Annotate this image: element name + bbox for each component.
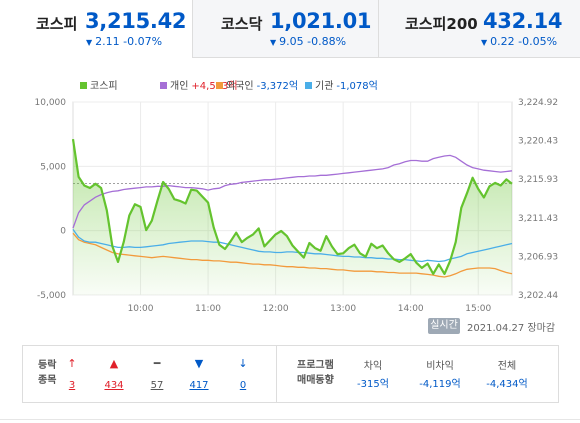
foreign-line bbox=[72, 232, 513, 278]
program-item-label: 비차익 bbox=[426, 361, 454, 372]
x-tick-label: 10:00 bbox=[128, 304, 154, 314]
tab-kospi200-value: 432.14 bbox=[483, 9, 563, 33]
right-tick-label: 3,211.43 bbox=[518, 214, 558, 224]
legend-swatch bbox=[80, 82, 87, 89]
program-item: 차익 -315억 bbox=[338, 360, 408, 392]
left-tick-label: -5,000 bbox=[37, 291, 66, 301]
right-tick-label: 3,202.44 bbox=[518, 291, 558, 301]
breadth-count[interactable]: 417 bbox=[189, 380, 209, 391]
chart-ticks: 10,000 5,000 0 -5,000 3,224.92 3,220.43 3,215.… bbox=[35, 98, 559, 314]
live-badge[interactable]: 실시간 bbox=[428, 318, 460, 334]
market-close-date: 2021.04.27 장마감 bbox=[467, 323, 556, 334]
tab-kospi200-change: ▼ 0.22 -0.05% bbox=[481, 35, 558, 48]
up-icon: ▲ bbox=[109, 357, 119, 370]
kospi-line bbox=[71, 138, 513, 275]
legend-value: +4,533억 bbox=[191, 80, 237, 92]
program-item-value: -315억 bbox=[357, 379, 389, 390]
tab-kospi-value: 3,215.42 bbox=[85, 9, 187, 33]
down-limit-icon: ↓ bbox=[238, 357, 248, 370]
legend-value: -3,372억 bbox=[257, 80, 298, 92]
x-tick-label: 13:00 bbox=[330, 304, 356, 314]
tab-kosdaq[interactable]: 코스닥 1,021.01 ▼ 9.05 -0.88% bbox=[192, 0, 378, 58]
program-item-value: -4,434억 bbox=[486, 379, 528, 390]
breadth-item[interactable]: ▲ 434 bbox=[99, 356, 129, 394]
right-tick-label: 3,224.92 bbox=[518, 98, 558, 108]
x-tick-label: 11:00 bbox=[195, 304, 221, 314]
right-tick-label: 3,215.93 bbox=[518, 175, 558, 185]
program-label: 프로그램 매매동향 bbox=[297, 360, 334, 386]
tab-kospi-change: ▼ 2.11 -0.07% bbox=[86, 35, 163, 48]
program-item-label: 차익 bbox=[363, 361, 383, 372]
x-tick-label: 12:00 bbox=[263, 304, 289, 314]
right-tick-label: 3,220.43 bbox=[518, 137, 558, 147]
up-limit-icon: ↑ bbox=[67, 357, 77, 370]
breadth-label: 등락 종목 bbox=[38, 360, 57, 386]
left-tick-label: 0 bbox=[60, 227, 66, 237]
tab-kospi[interactable]: 코스피 3,215.42 ▼ 2.11 -0.07% bbox=[0, 0, 192, 58]
breadth-count[interactable]: 0 bbox=[239, 380, 247, 391]
kospi-area bbox=[73, 139, 512, 295]
breadth-item[interactable]: ▼ 417 bbox=[184, 356, 214, 394]
index-tabs: 코스피 3,215.42 ▼ 2.11 -0.07% 코스닥 1,021.01 ▼… bbox=[0, 0, 580, 58]
legend-name: 기관 -1,078억 bbox=[315, 80, 378, 92]
breadth-item[interactable]: ↓ 0 bbox=[228, 356, 258, 394]
unchanged-icon: ━ bbox=[153, 357, 161, 370]
legend-swatch bbox=[305, 82, 312, 89]
legend-item: 코스피 bbox=[80, 80, 118, 92]
down-arrow-icon: ▼ bbox=[86, 38, 93, 47]
program-item: 비차익 -4,119억 bbox=[405, 360, 475, 392]
breadth-item[interactable]: ━ 57 bbox=[142, 356, 172, 394]
down-arrow-icon: ▼ bbox=[481, 38, 488, 47]
breadth-count[interactable]: 434 bbox=[104, 380, 124, 391]
legend-value: -1,078억 bbox=[336, 80, 377, 92]
program-item: 전체 -4,434억 bbox=[472, 360, 542, 392]
x-tick-label: 14:00 bbox=[398, 304, 424, 314]
tab-kospi200[interactable]: 코스피200 432.14 ▼ 0.22 -0.05% bbox=[378, 0, 580, 58]
breadth-panel: 등락 종목 ↑ 3 ▲ 434 ━ 57 ▼ 417 ↓ 0 bbox=[23, 346, 277, 402]
market-summary-panel: 등락 종목 ↑ 3 ▲ 434 ━ 57 ▼ 417 ↓ 0 프로그램 매매동향 차익 -315억 비… bbox=[22, 345, 559, 403]
tab-kosdaq-name: 코스닥 bbox=[221, 15, 263, 33]
institution-line bbox=[72, 229, 513, 263]
breadth-item[interactable]: ↑ 3 bbox=[57, 356, 87, 394]
kospi-area-fill bbox=[73, 139, 512, 295]
left-tick-label: 10,000 bbox=[35, 98, 67, 108]
legend-swatch bbox=[160, 82, 167, 89]
down-icon: ▼ bbox=[194, 357, 204, 370]
program-item-label: 전체 bbox=[497, 361, 517, 372]
tab-kosdaq-value: 1,021.01 bbox=[270, 9, 372, 33]
tab-kospi200-name: 코스피200 bbox=[405, 15, 478, 33]
breadth-count[interactable]: 57 bbox=[150, 380, 164, 391]
program-item-value: -4,119억 bbox=[419, 379, 461, 390]
legend-item: 외국인 -3,372억 bbox=[216, 80, 298, 92]
legend-swatch bbox=[216, 82, 223, 89]
down-arrow-icon: ▼ bbox=[270, 38, 277, 47]
legend-item: 기관 -1,078억 bbox=[305, 80, 378, 92]
tab-kospi-name: 코스피 bbox=[36, 15, 78, 33]
left-tick-label: 5,000 bbox=[40, 162, 66, 172]
divider bbox=[0, 419, 580, 420]
x-tick-label: 15:00 bbox=[465, 304, 491, 314]
breadth-count[interactable]: 3 bbox=[68, 380, 76, 391]
chart-lines bbox=[71, 138, 513, 278]
program-trading-panel: 프로그램 매매동향 차익 -315억 비차익 -4,119억 전체 -4,434억 bbox=[277, 346, 558, 402]
individual-line bbox=[72, 154, 513, 229]
legend-name: 외국인 -3,372억 bbox=[226, 80, 298, 92]
legend-name: 코스피 bbox=[90, 80, 118, 92]
tab-kosdaq-change: ▼ 9.05 -0.88% bbox=[270, 35, 347, 48]
right-tick-label: 3,206.93 bbox=[518, 252, 558, 262]
